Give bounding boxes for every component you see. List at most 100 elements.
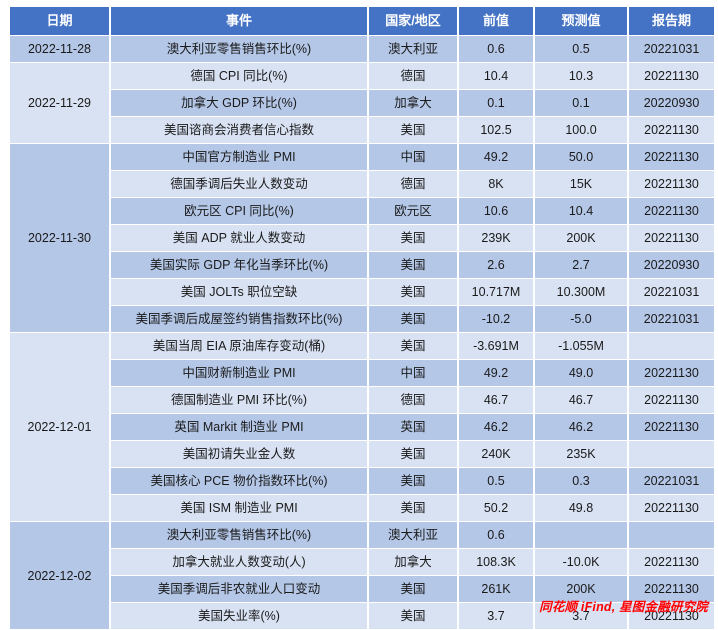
event-cell: 美国 ISM 制造业 PMI: [111, 495, 367, 521]
event-cell: 美国 JOLTs 职位空缺: [111, 279, 367, 305]
previous-value-cell: 49.2: [459, 360, 533, 386]
event-cell: 美国季调后非农就业人口变动: [111, 576, 367, 602]
column-header-country[interactable]: 国家/地区: [369, 7, 457, 35]
previous-value-cell: 239K: [459, 225, 533, 251]
table-row: 美国季调后成屋签约销售指数环比(%) 美国 -10.2 -5.0 20221031: [10, 306, 714, 332]
column-header-date[interactable]: 日期: [10, 7, 109, 35]
forecast-value-cell: 200K: [535, 225, 627, 251]
previous-value-cell: 0.5: [459, 468, 533, 494]
report-period-cell: 20221130: [629, 144, 714, 170]
report-period-cell: [629, 333, 714, 359]
table-row: 2022-11-30 中国官方制造业 PMI 中国 49.2 50.0 20221130: [10, 144, 714, 332]
source-attribution: 同花顺 iFind, 星图金融研究院: [539, 600, 708, 614]
table-row: 加拿大就业人数变动(人) 加拿大 108.3K -10.0K 20221130: [10, 549, 714, 575]
forecast-value-cell: 2.7: [535, 252, 627, 278]
forecast-value-cell: 0.1: [535, 90, 627, 116]
column-header-forecast[interactable]: 预测值: [535, 7, 627, 35]
table-row: 美国谘商会消费者信心指数 美国 102.5 100.0 20221130: [10, 117, 714, 143]
country-cell: 美国: [369, 279, 457, 305]
table-row: 加拿大 GDP 环比(%) 加拿大 0.1 0.1 20220930: [10, 90, 714, 116]
report-period-cell: 20220930: [629, 90, 714, 116]
date-group-cell: 2022-11-28: [10, 36, 109, 62]
previous-value-cell: -10.2: [459, 306, 533, 332]
table-row: 德国制造业 PMI 环比(%) 德国 46.7 46.7 20221130: [10, 387, 714, 413]
previous-value-cell: 261K: [459, 576, 533, 602]
table-body: 2022-11-28 澳大利亚零售销售环比(%) 澳大利亚 0.6 0.5 2022103…: [10, 36, 714, 629]
date-group-cell: 2022-12-02: [10, 522, 109, 629]
table-row: 德国季调后失业人数变动 德国 8K 15K 20221130: [10, 171, 714, 197]
report-period-cell: 20221130: [629, 495, 714, 521]
previous-value-cell: 10.717M: [459, 279, 533, 305]
report-period-cell: 20221130: [629, 576, 714, 602]
table-row: 2022-11-28 澳大利亚零售销售环比(%) 澳大利亚 0.6 0.5 2022103…: [10, 36, 714, 62]
report-period-cell: 20221130: [629, 360, 714, 386]
previous-value-cell: 2.6: [459, 252, 533, 278]
previous-value-cell: 0.6: [459, 522, 533, 548]
country-cell: 美国: [369, 603, 457, 629]
table-row: 2022-12-01 美国当周 EIA 原油库存变动(桶) 美国 -3.691M -1.…: [10, 333, 714, 521]
country-cell: 欧元区: [369, 198, 457, 224]
previous-value-cell: 10.6: [459, 198, 533, 224]
report-period-cell: 20221031: [629, 36, 714, 62]
report-period-cell: 20221031: [629, 279, 714, 305]
event-cell: 美国当周 EIA 原油库存变动(桶): [111, 333, 367, 359]
report-period-cell: 20221130: [629, 549, 714, 575]
table-row: 美国核心 PCE 物价指数环比(%) 美国 0.5 0.3 20221031: [10, 468, 714, 494]
report-period-cell: [629, 441, 714, 467]
event-cell: 美国初请失业金人数: [111, 441, 367, 467]
previous-value-cell: 8K: [459, 171, 533, 197]
previous-value-cell: 108.3K: [459, 549, 533, 575]
country-cell: 美国: [369, 306, 457, 332]
report-period-cell: 20220930: [629, 252, 714, 278]
date-group-cell: 2022-11-29: [10, 63, 109, 143]
country-cell: 美国: [369, 468, 457, 494]
event-cell: 加拿大 GDP 环比(%): [111, 90, 367, 116]
event-cell: 加拿大就业人数变动(人): [111, 549, 367, 575]
table-row: 美国 ADP 就业人数变动 美国 239K 200K 20221130: [10, 225, 714, 251]
event-cell: 美国季调后成屋签约销售指数环比(%): [111, 306, 367, 332]
previous-value-cell: 3.7: [459, 603, 533, 629]
event-cell: 美国核心 PCE 物价指数环比(%): [111, 468, 367, 494]
column-header-report[interactable]: 报告期: [629, 7, 714, 35]
country-cell: 美国: [369, 225, 457, 251]
country-cell: 中国: [369, 144, 457, 170]
forecast-value-cell: 235K: [535, 441, 627, 467]
event-cell: 德国制造业 PMI 环比(%): [111, 387, 367, 413]
table-row: 美国 JOLTs 职位空缺 美国 10.717M 10.300M 20221031: [10, 279, 714, 305]
forecast-value-cell: 100.0: [535, 117, 627, 143]
country-cell: 澳大利亚: [369, 36, 457, 62]
previous-value-cell: 0.1: [459, 90, 533, 116]
event-cell: 中国财新制造业 PMI: [111, 360, 367, 386]
country-cell: 德国: [369, 63, 457, 89]
event-cell: 中国官方制造业 PMI: [111, 144, 367, 170]
forecast-value-cell: 46.7: [535, 387, 627, 413]
forecast-value-cell: 10.3: [535, 63, 627, 89]
report-period-cell: 20221130: [629, 117, 714, 143]
report-period-cell: 20221130: [629, 387, 714, 413]
table-header: 日期 事件 国家/地区 前值 预测值 报告期: [10, 7, 714, 35]
column-header-previous[interactable]: 前值: [459, 7, 533, 35]
previous-value-cell: 46.7: [459, 387, 533, 413]
country-cell: 美国: [369, 576, 457, 602]
country-cell: 美国: [369, 495, 457, 521]
table-row: 中国财新制造业 PMI 中国 49.2 49.0 20221130: [10, 360, 714, 386]
report-period-cell: 20221130: [629, 63, 714, 89]
country-cell: 美国: [369, 333, 457, 359]
previous-value-cell: -3.691M: [459, 333, 533, 359]
table-row: 美国初请失业金人数 美国 240K 235K: [10, 441, 714, 467]
previous-value-cell: 46.2: [459, 414, 533, 440]
forecast-value-cell: 0.5: [535, 36, 627, 62]
economic-calendar-table: 日期 事件 国家/地区 前值 预测值 报告期 2022-11-28 澳大利亚零售销…: [8, 6, 714, 630]
report-period-cell: 20221130: [629, 414, 714, 440]
previous-value-cell: 10.4: [459, 63, 533, 89]
previous-value-cell: 50.2: [459, 495, 533, 521]
event-cell: 英国 Markit 制造业 PMI: [111, 414, 367, 440]
table-row: 美国实际 GDP 年化当季环比(%) 美国 2.6 2.7 20220930: [10, 252, 714, 278]
forecast-value-cell: 10.4: [535, 198, 627, 224]
table-row: 2022-11-29 德国 CPI 同比(%) 德国 10.4 10.3 20221130: [10, 63, 714, 143]
event-cell: 德国 CPI 同比(%): [111, 63, 367, 89]
column-header-event[interactable]: 事件: [111, 7, 367, 35]
table-row: 美国 ISM 制造业 PMI 美国 50.2 49.8 20221130: [10, 495, 714, 521]
forecast-value-cell: -1.055M: [535, 333, 627, 359]
forecast-value-cell: 49.0: [535, 360, 627, 386]
